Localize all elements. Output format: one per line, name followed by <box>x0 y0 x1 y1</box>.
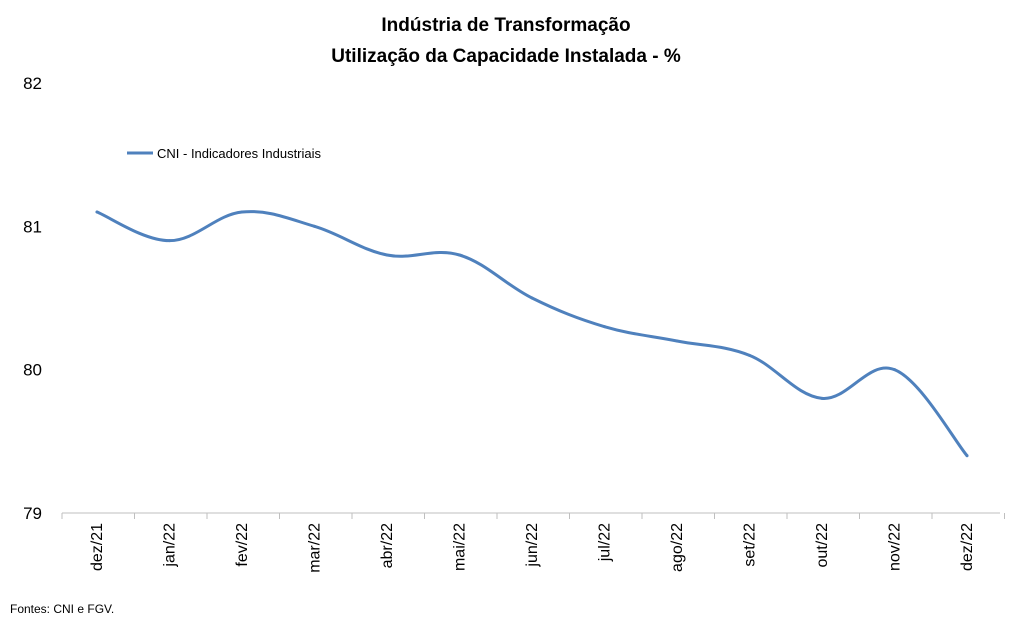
source-note: Fontes: CNI e FGV. <box>10 602 114 616</box>
data-point <box>95 210 99 214</box>
legend-label: CNI - Indicadores Industriais <box>157 146 322 161</box>
x-tick-label: mar/22 <box>307 523 324 573</box>
legend: CNI - Indicadores Industriais <box>127 146 322 161</box>
data-point <box>893 368 896 372</box>
data-point <box>240 210 244 214</box>
x-axis: dez/21 jan/22 fev/22 mar/22 abr/22 mai/22 jun/… <box>61 513 1005 573</box>
y-tick-label: 82 <box>23 74 42 93</box>
x-tick-label: abr/22 <box>379 523 396 568</box>
y-tick-label: 79 <box>23 504 42 523</box>
data-point <box>313 224 316 228</box>
y-tick-label: 80 <box>23 361 42 380</box>
data-point <box>603 325 606 329</box>
data-point <box>675 339 679 343</box>
data-point <box>385 253 389 257</box>
x-tick-label: nov/22 <box>887 523 904 571</box>
series-group <box>95 210 969 458</box>
x-tick-label: fev/22 <box>234 523 251 567</box>
series-line <box>95 210 969 458</box>
x-tick-label: jun/22 <box>524 523 541 568</box>
x-tick-label: dez/22 <box>959 523 976 571</box>
data-point <box>458 253 461 257</box>
chart-title: Indústria de Transformação <box>381 15 630 36</box>
data-point <box>168 239 171 243</box>
x-tick-label: set/22 <box>742 523 759 567</box>
data-point <box>748 353 751 357</box>
x-tick-label: mai/22 <box>452 523 469 571</box>
x-tick-label: dez/21 <box>89 523 106 571</box>
x-tick-label: jan/22 <box>162 523 179 568</box>
x-tick-label: jul/22 <box>597 523 614 562</box>
y-axis: 79 80 81 82 <box>23 74 42 523</box>
data-point <box>965 454 969 458</box>
data-point <box>530 296 534 300</box>
x-tick-label: ago/22 <box>669 523 686 572</box>
x-tick-label: out/22 <box>814 523 831 568</box>
y-tick-label: 81 <box>23 217 42 236</box>
data-point <box>820 396 824 400</box>
chart-subtitle: Utilização da Capacidade Instalada - % <box>331 46 681 67</box>
